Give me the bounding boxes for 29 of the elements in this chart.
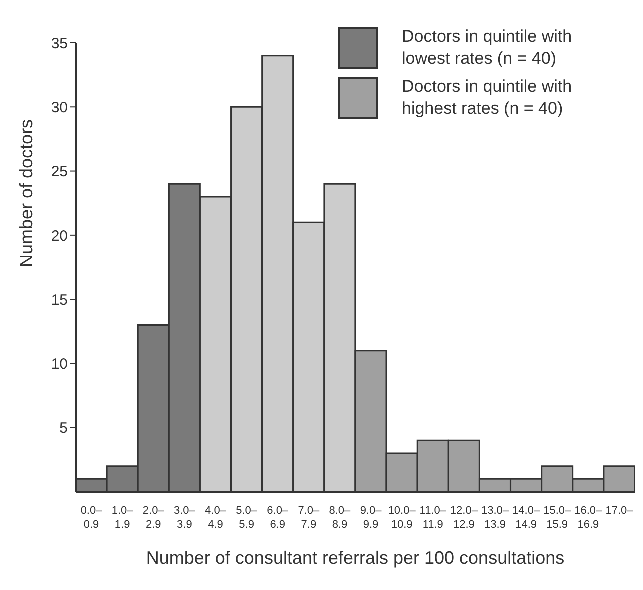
y-tick-label: 30 bbox=[51, 99, 68, 116]
x-tick-label: 15.0–15.9 bbox=[544, 505, 572, 531]
x-tick-label: 16.0–16.9 bbox=[574, 505, 604, 531]
legend-label: Doctors in quintile with lowest rates (n = 40) bbox=[402, 27, 572, 68]
x-tick-label: 12.0–12.9 bbox=[450, 505, 479, 531]
y-tick-label: 25 bbox=[51, 164, 68, 181]
x-tick-label: 14.0–14.9 bbox=[512, 505, 541, 531]
y-tick-label: 10 bbox=[51, 356, 68, 374]
x-tick-label: 9.0–9.9 bbox=[360, 505, 383, 531]
x-tick-label: 11.0–11.9 bbox=[420, 505, 448, 531]
y-tick-label: 5 bbox=[60, 420, 68, 438]
x-tick-label: 6.0–6.9 bbox=[267, 505, 290, 531]
y-tick-label: 35 bbox=[51, 35, 68, 52]
x-tick-label: 0.0–0.9 bbox=[80, 505, 104, 531]
legend-label: Doctors in quintile with highest rates (n = 40) bbox=[402, 77, 572, 118]
y-axis-title: Number of doctors bbox=[16, 119, 36, 268]
x-axis-title: Number of consultant referrals per 100 consultations bbox=[146, 548, 565, 568]
x-tick-label: 17.0– bbox=[606, 505, 634, 517]
y-tick-label: 15 bbox=[51, 292, 68, 309]
x-tick-label: 2.0–2.9 bbox=[142, 505, 166, 531]
x-tick-label: 1.0–1.9 bbox=[112, 505, 134, 531]
x-tick-label: 7.0–7.9 bbox=[298, 505, 320, 531]
x-tick-label: 3.0–3.9 bbox=[174, 505, 196, 531]
x-tick-label: 8.0–8.9 bbox=[329, 505, 352, 531]
y-tick-label: 20 bbox=[51, 228, 68, 245]
x-tick-label: 5.0–5.9 bbox=[236, 505, 258, 531]
x-tick-label: 4.0–4.9 bbox=[205, 505, 228, 531]
x-tick-label: 13.0–13.9 bbox=[481, 505, 510, 531]
x-tick-label: 10.0–10.9 bbox=[388, 505, 417, 531]
